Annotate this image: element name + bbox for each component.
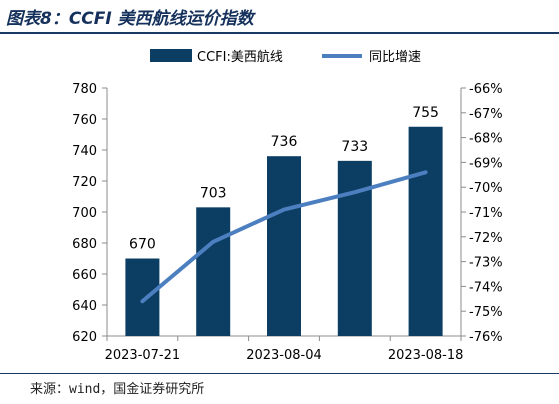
plot-area: 620 640 660 680 700 720 740 760 780 -76% -75% -74% -… [72, 82, 502, 363]
y-right-tick-label: -74% [469, 280, 503, 295]
y-right-tick-label: -66% [469, 82, 503, 97]
y-left-tick-label: 760 [72, 113, 97, 128]
bar [267, 156, 301, 336]
line-point [282, 208, 286, 212]
y-left-tick-label: 720 [72, 175, 97, 190]
y-left-tick-label: 660 [72, 268, 97, 283]
y-right-tick-label: -70% [469, 181, 503, 196]
bar-data-label: 755 [412, 105, 439, 121]
y-left-tick-label: 780 [72, 82, 97, 97]
y-right-tick-label: -75% [469, 305, 503, 320]
bar-data-label: 736 [271, 134, 298, 150]
line-point [353, 190, 357, 194]
chart: CCFI:美西航线 同比增速 620 640 660 680 700 720 740 760 7… [72, 49, 503, 363]
x-tick-label: 2023-08-18 [388, 348, 464, 363]
line-point [211, 240, 215, 244]
bar [196, 207, 231, 336]
source-note: 来源：wind，国金证券研究所 [30, 382, 205, 397]
y-right-tick-label: -73% [469, 256, 503, 271]
title-divider [0, 32, 559, 34]
y-left-tick-label: 620 [72, 330, 97, 345]
bar-data-label: 670 [129, 237, 156, 253]
y-left-tick-label: 740 [72, 144, 97, 159]
y-right-tick-label: -76% [469, 330, 503, 345]
bar-data-label: 733 [341, 139, 368, 155]
y-left-tick-label: 700 [72, 206, 97, 221]
legend: CCFI:美西航线 同比增速 [150, 49, 421, 65]
x-tick-label: 2023-07-21 [105, 348, 181, 363]
bottom-divider [0, 373, 559, 374]
bar [125, 258, 160, 336]
legend-bar-label: CCFI:美西航线 [197, 49, 283, 65]
line-point [140, 299, 144, 303]
y-right-tick-label: -72% [469, 231, 503, 246]
y-right-tick-label: -69% [469, 156, 503, 171]
y-right-tick-label: -68% [469, 132, 503, 147]
y-right-tick-label: -67% [469, 107, 503, 122]
x-tick-label: 2023-08-04 [246, 348, 322, 363]
y-left-tick-label: 680 [72, 237, 97, 252]
legend-line-label: 同比增速 [369, 50, 421, 65]
bar [408, 126, 443, 336]
chart-title: 图表8：CCFI 美西航线运价指数 [6, 9, 254, 29]
line-point [424, 170, 428, 174]
y-right-tick-label: -71% [469, 206, 503, 221]
bar-data-label: 703 [200, 185, 227, 201]
legend-bar-swatch [150, 49, 192, 62]
y-left-tick-label: 640 [72, 299, 97, 314]
